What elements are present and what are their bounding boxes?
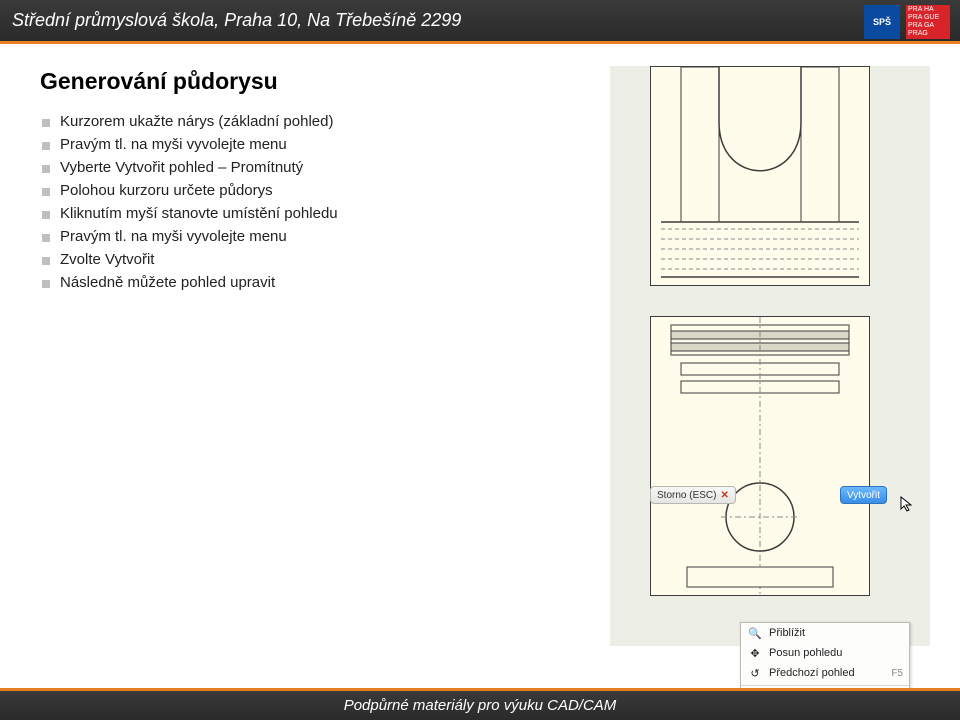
- cancel-button[interactable]: Storno (ESC) ✕: [650, 486, 736, 504]
- projection-svg-top: [651, 67, 869, 285]
- header-logos: SPŠ PRA HA PRA GUE PRA GA PRAG: [864, 5, 950, 39]
- menu-item-prev-view[interactable]: ↺ Předchozí pohled F5: [741, 663, 909, 683]
- close-icon: ✕: [720, 490, 728, 501]
- create-label: Vytvořit: [847, 490, 880, 501]
- create-button[interactable]: Vytvořit: [840, 486, 887, 504]
- projection-svg-bottom: [651, 317, 869, 595]
- footer-text: Podpůrné materiály pro výuku CAD/CAM: [344, 697, 617, 714]
- pan-icon: ✥: [747, 645, 763, 661]
- prev-view-icon: ↺: [747, 665, 763, 681]
- projection-panel-bottom: [650, 316, 870, 596]
- illustration-area: Storno (ESC) ✕ Vytvořit 🔍 Přiblížit ✥ Po…: [610, 66, 930, 646]
- footer-bar: Podpůrné materiály pro výuku CAD/CAM: [0, 688, 960, 720]
- header-bar: Střední průmyslová škola, Praha 10, Na T…: [0, 0, 960, 44]
- zoom-in-icon: 🔍: [747, 625, 763, 641]
- logo-praha: PRA HA PRA GUE PRA GA PRAG: [906, 5, 950, 39]
- menu-item-zoom[interactable]: 🔍 Přiblížit: [741, 623, 909, 643]
- projection-panel-top: [650, 66, 870, 286]
- cancel-label: Storno (ESC): [657, 490, 716, 501]
- menu-separator: [741, 685, 909, 686]
- logo-sps: SPŠ: [864, 5, 900, 39]
- cursor-icon: [900, 496, 916, 512]
- menu-item-pan[interactable]: ✥ Posun pohledu: [741, 643, 909, 663]
- header-title: Střední průmyslová škola, Praha 10, Na T…: [12, 10, 461, 31]
